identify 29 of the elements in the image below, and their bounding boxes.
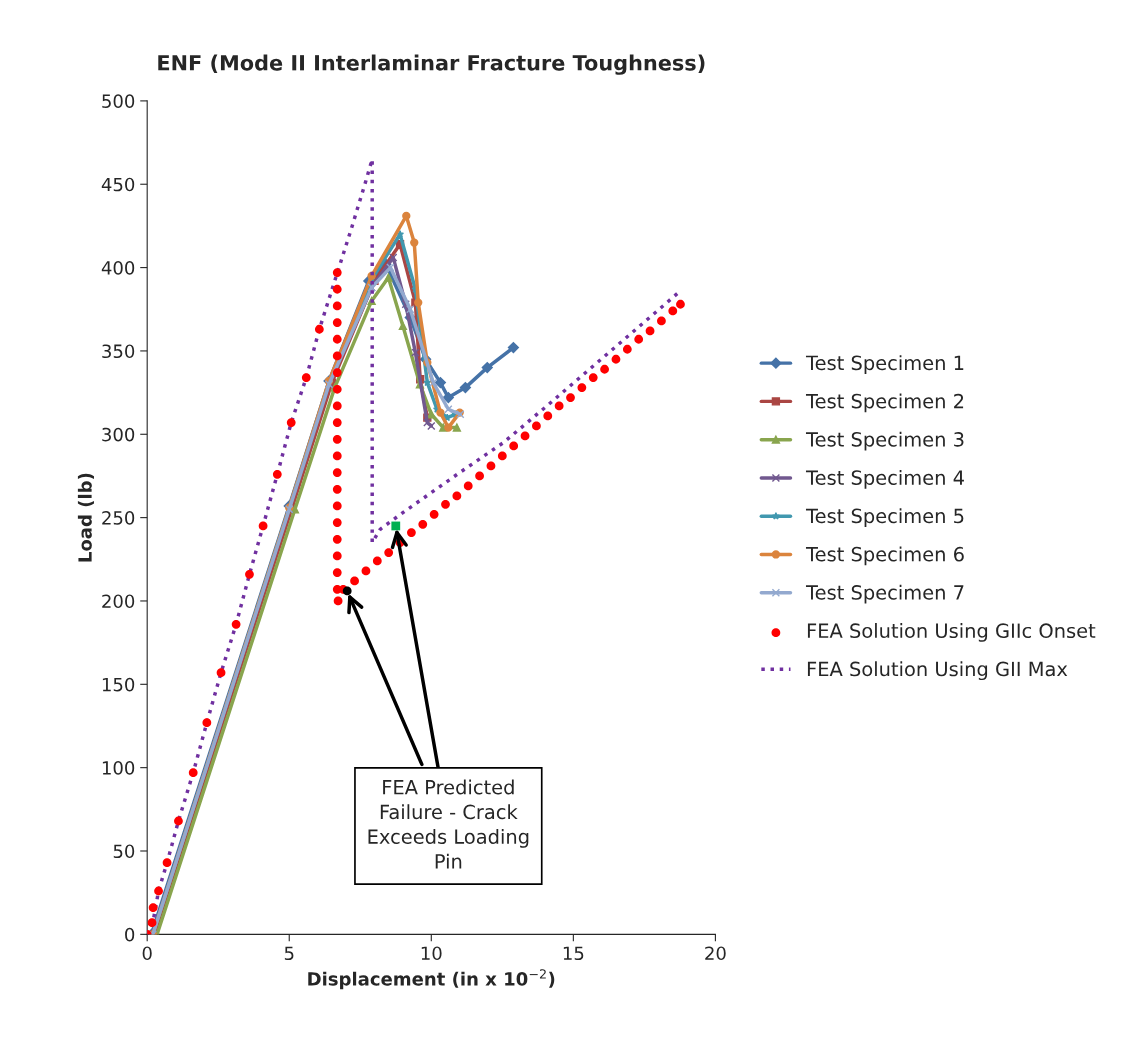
y-tick-label: 250 (102, 511, 135, 525)
x-tick-label: 10 (421, 946, 442, 961)
legend-label: Test Specimen 5 (805, 508, 964, 528)
x-tick-label: 5 (284, 946, 294, 961)
legend-label: Test Specimen 2 (805, 393, 964, 413)
y-tick-label: 450 (101, 177, 135, 192)
y-tick-label: 50 (113, 844, 135, 859)
y-axis-title: Load (lb) (77, 473, 94, 562)
x-tick-label: 15 (563, 946, 584, 961)
y-tick-label: 500 (102, 94, 135, 109)
x-tick-label: 0 (142, 946, 152, 961)
x-axis-title: Displacement (in x 10$^{−2}$) (308, 969, 555, 990)
legend-label: Test Specimen 3 (805, 431, 964, 451)
legend-label: FEA Solution Using GIIc Onset (807, 623, 1096, 642)
y-tick-label: 0 (125, 927, 135, 942)
legend-label: Test Specimen 4 (805, 469, 964, 489)
y-tick-label: 300 (102, 427, 135, 442)
legend-label: Test Specimen 6 (805, 546, 964, 566)
y-tick-label: 350 (102, 344, 135, 359)
legend-label: FEA Solution Using GII Max (807, 661, 1068, 681)
chart-title: ENF (Mode II Interlaminar Fracture Toughness) (158, 54, 705, 75)
y-tick-label: 400 (101, 261, 135, 275)
y-tick-label: 200 (102, 594, 135, 609)
x-tick-label: 20 (705, 946, 726, 961)
y-tick-label: 150 (102, 677, 135, 692)
y-tick-label: 100 (102, 761, 135, 775)
legend-label: Test Specimen 7 (805, 584, 964, 604)
legend-label: Test Specimen 1 (805, 355, 964, 374)
annotation: FEA Predicted Failure - Crack Exceeds Loading Pin (368, 779, 529, 869)
